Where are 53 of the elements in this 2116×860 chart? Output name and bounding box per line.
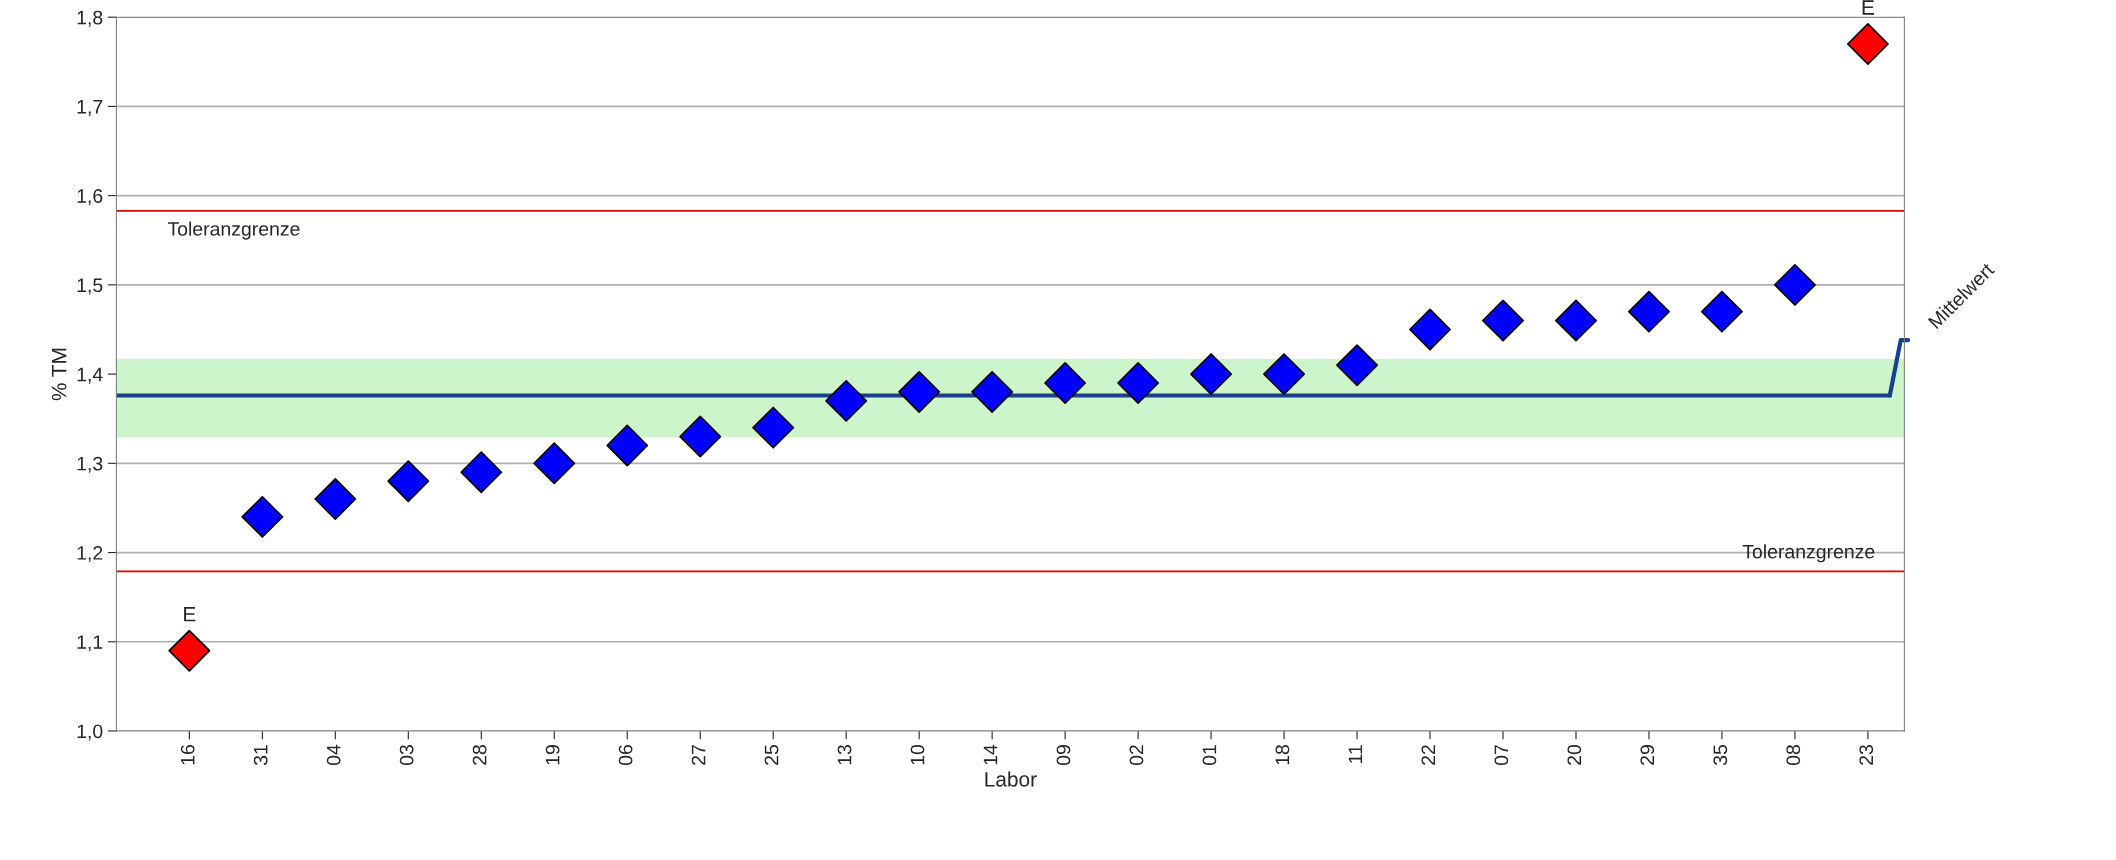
x-tick-label: 09 [1056,745,1071,766]
x-tick-label: 25 [764,745,779,765]
x-tick-label: 19 [545,745,560,765]
x-tick-label: 29 [1640,745,1655,765]
x-tick-label: 20 [1567,744,1582,765]
point [1044,362,1087,404]
point [825,379,868,422]
x-tick-label: 04 [326,744,341,766]
y-tick-label: 1,6 [77,189,103,206]
annotation: E [184,607,196,622]
y-tick-label: 1,5 [77,278,103,295]
x-tick-label: 16 [180,745,195,765]
y-axis-title: % TM [51,348,67,401]
x-tick-label: 18 [1275,745,1290,765]
x-tick-label: 03 [399,745,414,766]
x-tick-label: 35 [1713,745,1728,766]
y-tick-label: 1,2 [77,546,103,563]
y-tick-label: 1,0 [77,724,103,741]
ref-line-label: Toleranzgrenze [1742,544,1875,563]
x-tick-label: 27 [691,745,706,765]
x-tick-label: 13 [837,745,852,765]
point [1773,263,1816,306]
point [1117,362,1160,404]
x-tick-label: 01 [1202,745,1217,766]
x-tick-label: 22 [1421,745,1436,765]
x-tick-label: 02 [1129,745,1144,766]
x-tick-label: 08 [1786,745,1801,766]
point [168,629,211,672]
point [533,442,576,485]
y-tick-label: 1,7 [77,100,103,116]
x-tick-label: 10 [910,744,925,765]
x-tick-label: 28 [472,745,487,765]
point [387,460,430,503]
ref-line-label: Toleranzgrenze [167,221,300,240]
x-axis-title: Labor [985,771,1037,787]
y-tick-label: 1,3 [77,456,103,473]
point [898,370,941,413]
x-tick-label: 06 [618,745,633,766]
x-tick-label: 23 [1859,745,1874,765]
point [460,451,503,494]
y-tick-label: 1,4 [77,367,103,384]
x-tick-label: 07 [1494,745,1509,766]
annotation: E [1862,0,1874,15]
x-tick-label: 31 [253,745,268,766]
x-tick-label: 14 [983,744,998,765]
x-tick-label: 11 [1348,745,1363,763]
y-tick-label: 1,1 [77,635,103,652]
point [1190,353,1233,396]
point [971,370,1014,413]
y-tick-label: 1,8 [77,10,103,27]
point [1336,344,1379,387]
point [1846,23,1889,65]
point [1263,353,1306,396]
